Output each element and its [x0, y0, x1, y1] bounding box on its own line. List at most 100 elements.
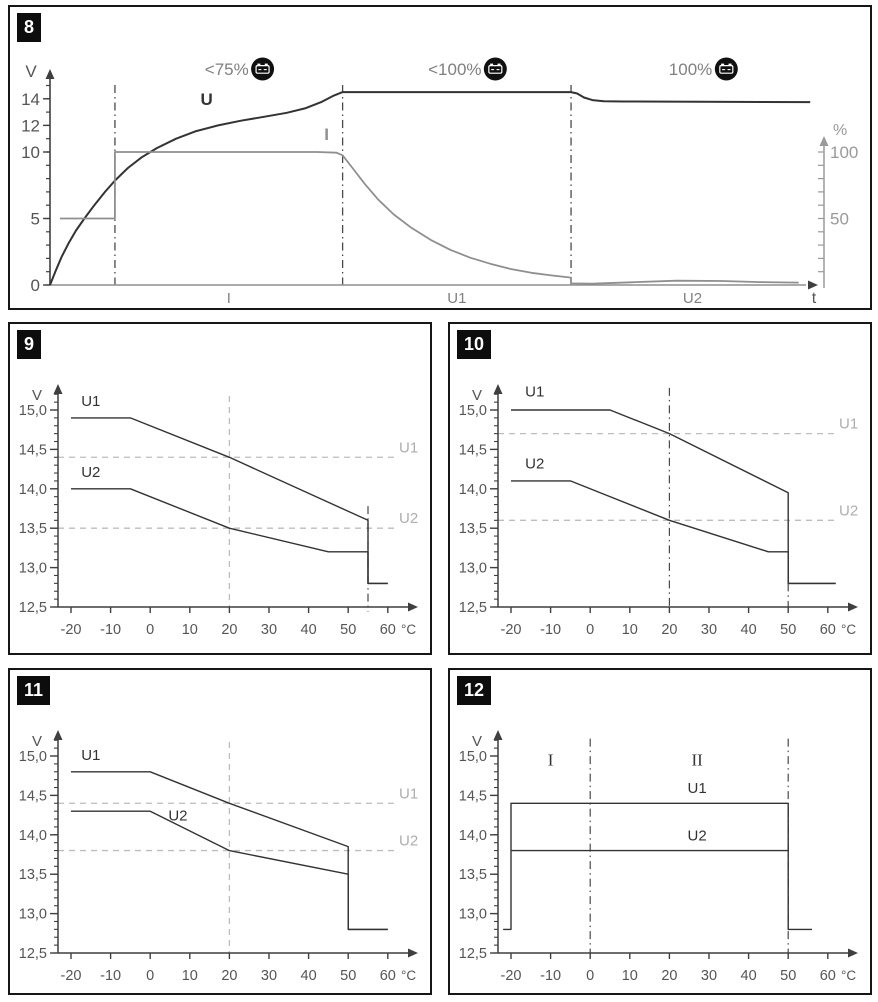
svg-text:V: V [32, 733, 42, 750]
svg-text:12,5: 12,5 [459, 600, 487, 616]
figure-10-panel: 10 U1 U2 V 12,5 13,0 13,5 14,0 14,5 15,0 -20 -10 0 1… [448, 322, 872, 655]
svg-text:-20: -20 [61, 622, 82, 638]
battery-icon [714, 57, 738, 81]
svg-text:-10: -10 [100, 622, 121, 638]
temp-voltage-chart: U1 U2 V 12,5 13,0 13,5 14,0 14,5 15,0 -20 -10 0 10 20… [459, 384, 858, 638]
svg-text:U1: U1 [399, 439, 418, 456]
svg-text:<100%: <100% [428, 60, 481, 79]
svg-text:12,5: 12,5 [19, 600, 47, 616]
svg-text:14,0: 14,0 [19, 828, 47, 844]
battery-icon [251, 57, 275, 81]
svg-text:14,5: 14,5 [19, 442, 47, 458]
svg-text:30: 30 [701, 622, 717, 638]
svg-text:0: 0 [586, 622, 594, 638]
svg-text:40: 40 [741, 968, 757, 984]
figure-number-badge: 12 [457, 676, 492, 705]
svg-text:V: V [25, 62, 37, 81]
svg-text:14,5: 14,5 [459, 442, 487, 458]
svg-text:-10: -10 [540, 622, 561, 638]
svg-text:U2: U2 [81, 464, 100, 481]
svg-text:°C: °C [841, 968, 856, 983]
svg-text:10: 10 [182, 622, 198, 638]
svg-text:0: 0 [31, 276, 40, 295]
svg-text:V: V [472, 733, 482, 750]
figure-number-badge: 9 [17, 330, 42, 359]
figure-number-badge: 8 [17, 13, 42, 42]
figure-number-badge: 10 [457, 330, 492, 359]
svg-text:10: 10 [182, 968, 198, 984]
figure-12-panel: 12 V 12,5 13,0 13,5 14,0 14,5 15,0 -20 -10 0 10 20 3… [448, 668, 872, 995]
svg-text:U2: U2 [399, 833, 418, 850]
svg-text:U1: U1 [839, 416, 858, 433]
svg-text:14,5: 14,5 [459, 788, 487, 804]
temp-voltage-chart: U1 U2 V 12,5 13,0 13,5 14,0 14,5 15,0 -20 -10 0 10 20… [19, 730, 418, 984]
svg-text:I: I [324, 125, 329, 144]
svg-text:14,0: 14,0 [19, 482, 47, 498]
svg-text:13,0: 13,0 [19, 907, 47, 923]
svg-text:V: V [32, 387, 42, 404]
svg-text:°C: °C [401, 968, 416, 983]
svg-text:-20: -20 [501, 622, 522, 638]
svg-text:30: 30 [701, 968, 717, 984]
svg-text:60: 60 [380, 968, 396, 984]
figure-9-panel: 9 U1 U2 V 12,5 13,0 13,5 14,0 14,5 15,0 -20 -10 0 10… [8, 322, 432, 655]
svg-text:U: U [200, 90, 212, 109]
svg-text:13,5: 13,5 [19, 867, 47, 883]
svg-text:-10: -10 [540, 968, 561, 984]
svg-text:15,0: 15,0 [19, 403, 47, 419]
svg-text:U1: U1 [81, 393, 100, 410]
svg-text:-10: -10 [100, 968, 121, 984]
svg-text:°C: °C [841, 622, 856, 637]
svg-text:12: 12 [21, 116, 40, 135]
svg-text:20: 20 [221, 622, 237, 638]
svg-text:V: V [472, 387, 482, 404]
svg-text:15,0: 15,0 [459, 749, 487, 765]
svg-text:40: 40 [301, 968, 317, 984]
svg-text:14,0: 14,0 [459, 482, 487, 498]
battery-icon [483, 57, 507, 81]
svg-text:U1: U1 [81, 747, 100, 764]
svg-text:50: 50 [340, 968, 356, 984]
svg-text:U2: U2 [399, 510, 418, 527]
svg-text:U2: U2 [168, 808, 187, 825]
svg-text:14,0: 14,0 [459, 828, 487, 844]
svg-text:U1: U1 [447, 290, 466, 307]
svg-text:<75%: <75% [205, 60, 249, 79]
svg-text:0: 0 [586, 968, 594, 984]
svg-text:U1: U1 [525, 384, 544, 401]
svg-text:60: 60 [380, 622, 396, 638]
svg-text:I: I [548, 750, 554, 769]
svg-text:U1: U1 [399, 785, 418, 802]
svg-text:13,5: 13,5 [19, 521, 47, 537]
svg-text:0: 0 [146, 968, 154, 984]
svg-text:U1: U1 [688, 780, 707, 797]
figure-11-panel: 11 U1 U2 V 12,5 13,0 13,5 14,0 14,5 15,0 -20 -10 0 1… [8, 668, 432, 995]
svg-text:0: 0 [146, 622, 154, 638]
svg-text:13,0: 13,0 [459, 561, 487, 577]
svg-text:13,0: 13,0 [459, 907, 487, 923]
svg-text:40: 40 [301, 622, 317, 638]
svg-text:10: 10 [622, 968, 638, 984]
svg-text:60: 60 [820, 968, 836, 984]
svg-text:100%: 100% [669, 60, 712, 79]
svg-text:20: 20 [661, 968, 677, 984]
svg-text:U2: U2 [683, 290, 702, 307]
svg-text:-20: -20 [501, 968, 522, 984]
svg-text:20: 20 [221, 968, 237, 984]
svg-text:13,5: 13,5 [459, 867, 487, 883]
svg-text:U2: U2 [688, 827, 707, 844]
temp-voltage-chart: V 12,5 13,0 13,5 14,0 14,5 15,0 -20 -10 0 10 20 30 40… [459, 730, 858, 984]
svg-text:II: II [691, 750, 703, 769]
charge-profile-chart: Vt 0 5 10 12 14 50 100% I U1 U2 <75% <100% 100% U I [21, 57, 858, 307]
svg-text:t: t [812, 290, 817, 307]
svg-text:14: 14 [21, 90, 40, 109]
svg-text:5: 5 [31, 210, 40, 229]
svg-text:12,5: 12,5 [459, 946, 487, 962]
svg-text:40: 40 [741, 622, 757, 638]
svg-text:15,0: 15,0 [459, 403, 487, 419]
svg-text:U2: U2 [525, 455, 544, 472]
svg-text:30: 30 [261, 968, 277, 984]
svg-text:-20: -20 [61, 968, 82, 984]
